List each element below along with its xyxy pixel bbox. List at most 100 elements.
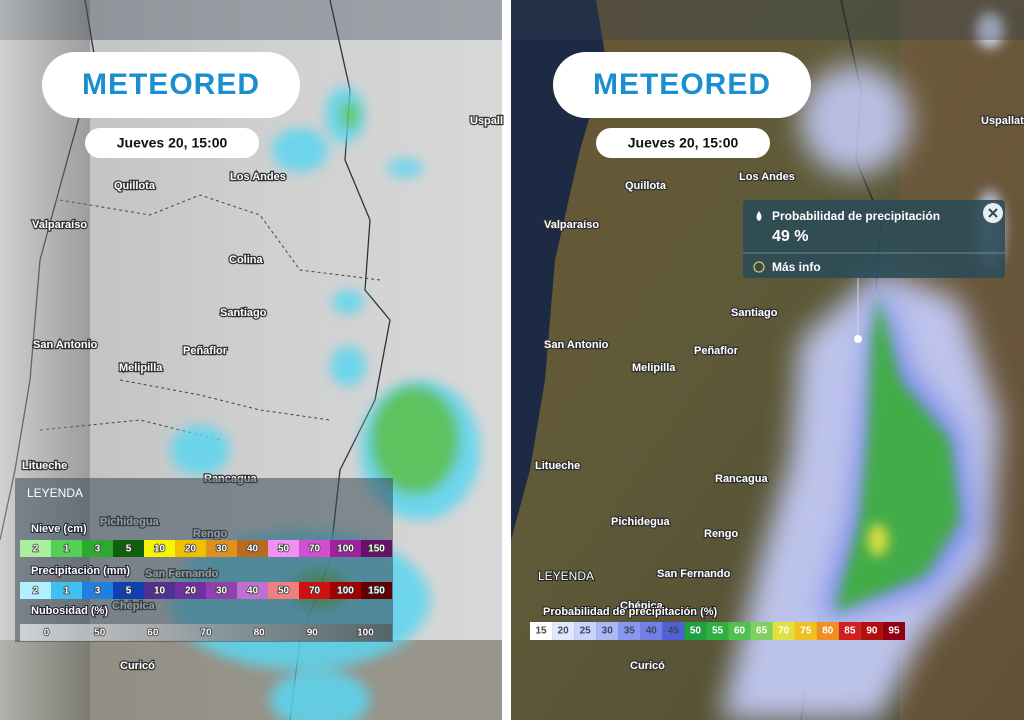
place-label: Pichidegua <box>611 516 671 528</box>
scale-value: 10 <box>154 544 166 555</box>
scale-value: 65 <box>756 626 768 637</box>
scale-cell <box>728 622 751 640</box>
scale-bar <box>20 624 392 641</box>
scale-cell <box>268 582 299 599</box>
scale-value: 50 <box>690 626 702 637</box>
scale-cell <box>640 622 663 640</box>
scale-value: 20 <box>558 626 570 637</box>
scale-cell <box>361 540 392 557</box>
scale-cell <box>144 540 175 557</box>
scale-cell <box>175 540 206 557</box>
place-label: Quillota <box>625 180 667 192</box>
place-label: Uspall <box>470 115 503 127</box>
scale-cell <box>882 622 905 640</box>
scale-cell <box>144 582 175 599</box>
place-label: Santiago <box>731 307 778 319</box>
place-label: Curicó <box>630 660 665 672</box>
logo-pill <box>42 52 300 118</box>
scale-cell <box>237 540 268 557</box>
scale-label: Precipitación (mm) <box>31 565 130 577</box>
logo: METEORED <box>82 68 260 101</box>
scale-value: 80 <box>822 626 834 637</box>
scale-value: 30 <box>602 626 614 637</box>
scale-value: 90 <box>866 626 878 637</box>
scale-cell <box>706 622 729 640</box>
scale-cell <box>794 622 817 640</box>
scale-cell <box>662 622 685 640</box>
scale-value: 60 <box>147 628 159 639</box>
scale-cell <box>684 622 707 640</box>
scale-cell <box>816 622 839 640</box>
scale-cell <box>268 540 299 557</box>
scale-value: 50 <box>278 544 290 555</box>
scale-value: 50 <box>94 628 106 639</box>
scale-cell <box>299 540 330 557</box>
scale-value: 0 <box>44 628 50 639</box>
scale-cell <box>206 540 237 557</box>
scale-cell <box>772 622 795 640</box>
scale-value: 100 <box>357 628 374 639</box>
popup-title: Probabilidad de precipitación <box>772 209 940 223</box>
scale-value: 70 <box>309 586 321 597</box>
place-label: Peñaflor <box>183 345 228 357</box>
scale-value: 25 <box>580 626 592 637</box>
place-label: Los Andes <box>739 171 795 183</box>
date: Jueves 20, 15:00 <box>628 135 739 151</box>
scale-cell <box>750 622 773 640</box>
place-label: Santiago <box>220 307 267 319</box>
scale-value: 20 <box>185 586 197 597</box>
place-label: San Antonio <box>544 339 609 351</box>
popup-value: 49 % <box>772 228 808 245</box>
scale-label: Probabilidad de precipitación (%) <box>543 606 718 618</box>
scale-cell <box>299 582 330 599</box>
scale-cell <box>51 582 82 599</box>
place-label: Quillota <box>114 180 156 192</box>
overlay: METEORED Jueves 20, 15:00 Uspall Quillota Lo… <box>15 52 1024 673</box>
scale-value: 30 <box>216 586 228 597</box>
scale-cell <box>82 540 113 557</box>
scale-cell <box>175 582 206 599</box>
logo-pill <box>553 52 811 118</box>
scale-value: 100 <box>337 544 354 555</box>
scale-cell <box>838 622 861 640</box>
place-label: Los Andes <box>230 171 286 183</box>
place-label: Rengo <box>704 528 739 540</box>
scale-value: 10 <box>154 586 166 597</box>
scale-value: 1 <box>64 586 70 597</box>
scale-value: 5 <box>126 544 132 555</box>
date-pill <box>85 128 259 158</box>
legend-title: LEYENDA <box>538 569 594 583</box>
scale-value: 90 <box>307 628 319 639</box>
date: Jueves 20, 15:00 <box>117 135 228 151</box>
scale-label: Nieve (cm) <box>31 523 87 535</box>
scale-value: 55 <box>712 626 724 637</box>
right-map <box>511 0 1024 720</box>
ocean <box>511 0 606 540</box>
close-icon[interactable] <box>988 208 998 218</box>
header-bar <box>511 0 1024 40</box>
scale-value: 75 <box>800 626 812 637</box>
place-label: Melipilla <box>632 362 676 374</box>
more-info-link[interactable]: Más info <box>772 260 821 274</box>
scale-cell <box>82 582 113 599</box>
scale-cell <box>530 622 553 640</box>
legend-title: LEYENDA <box>27 486 83 500</box>
scale-value: 150 <box>368 586 385 597</box>
scale-cell <box>237 582 268 599</box>
scale-value: 85 <box>844 626 856 637</box>
scale-value: 3 <box>95 544 101 555</box>
scale-cell <box>113 582 144 599</box>
scale-value: 2 <box>33 544 39 555</box>
place-label: Melipilla <box>119 362 163 374</box>
scale-value: 60 <box>734 626 746 637</box>
place-label: Chépica <box>620 600 664 612</box>
place-label: Peñaflor <box>694 345 739 357</box>
scale-value: 5 <box>126 586 132 597</box>
scale-value: 70 <box>200 628 212 639</box>
scale-value: 100 <box>337 586 354 597</box>
region-lines <box>39 194 381 441</box>
scale-cell <box>618 622 641 640</box>
scale-value: 50 <box>278 586 290 597</box>
location-dot <box>854 335 862 343</box>
place-label: Curicó <box>120 660 155 672</box>
